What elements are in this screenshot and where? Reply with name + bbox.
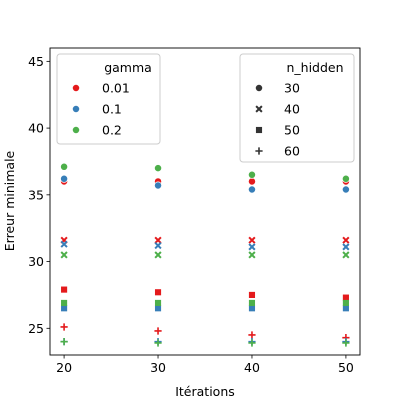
data-point-plus [60,338,68,346]
data-point-circle [341,174,350,183]
legend-gamma-label: 0.2 [102,123,122,138]
data-point-x [154,236,162,244]
data-point-square [154,305,162,312]
data-point-x [60,251,68,259]
data-point-square [154,299,162,307]
legend-gamma-box [56,53,161,145]
x-tick-label: 20 [56,360,72,375]
legend-gamma-swatch [72,126,80,134]
legend-n-hidden-items: 30 40 50 60 [255,81,300,159]
data-point-plus [60,323,68,331]
legend-n-hidden: n_hidden 30 40 50 60 [239,53,355,163]
legend-gamma-items: 0.01 0.1 0.2 [72,81,130,138]
data-point-square [154,289,162,296]
x-axis-label: Itérations [175,384,235,399]
legend-n-hidden-swatch [255,105,263,113]
legend-n-hidden-box [239,53,355,163]
data-point-x [342,251,350,259]
data-point-plus [154,327,162,335]
legend-gamma: gamma 0.01 0.1 0.2 [56,53,161,145]
y-tick-label: 25 [28,321,44,336]
y-tick-label: 30 [28,254,44,269]
legend-n-hidden-label: 30 [284,81,300,96]
data-point-circle [341,185,350,194]
plot-frame [49,47,361,356]
data-point-circle [248,170,256,179]
data-point-x [248,243,256,251]
data-point-x [342,243,350,251]
data-point-square [61,299,68,307]
data-point-circle [248,185,256,194]
x-tick-label: 30 [150,360,166,375]
data-point-circle [248,177,256,186]
data-point-square [61,305,68,312]
data-point-plus [154,339,162,347]
legend-n-hidden-swatch [255,147,263,155]
data-point-square [61,286,68,293]
data-point-x [248,251,256,259]
legend-n-hidden-swatch [255,84,263,92]
x-tick-label: 50 [338,360,354,375]
data-point-square [342,299,349,307]
legend-n-hidden-title: n_hidden [286,60,343,75]
legend-gamma-label: 0.1 [102,102,122,117]
data-point-plus [342,339,350,347]
legend-n-hidden-label: 40 [284,102,300,117]
legend-gamma-swatch [72,105,80,113]
data-point-square [248,305,256,312]
legend-gamma-swatch [72,84,80,92]
data-point-circle [60,162,69,171]
data-point-x [342,236,350,244]
data-point-circle [154,181,162,190]
data-point-x [154,251,162,259]
data-point-square [342,305,349,312]
legend-n-hidden-label: 50 [284,123,300,138]
data-point-plus [248,339,256,347]
y-tick-label: 40 [28,121,44,136]
data-point-x [60,240,68,248]
data-point-square [248,291,256,298]
data-point-circle [60,174,69,183]
y-axis-label: Erreur minimale [2,150,17,251]
data-points [60,162,350,347]
x-tick-label: 40 [244,360,260,375]
y-tick-label: 35 [28,187,44,202]
legend-n-hidden-label: 60 [284,144,300,159]
data-point-square [248,299,256,307]
data-point-x [248,236,256,244]
y-axis-ticks: 25 30 35 40 45 [28,54,50,336]
data-point-plus [248,331,256,339]
data-point-circle [154,164,162,173]
legend-n-hidden-swatch [255,126,263,134]
legend-gamma-title: gamma [104,60,152,75]
legend-gamma-label: 0.01 [102,81,130,96]
y-tick-label: 45 [28,54,44,69]
x-axis-ticks: 20 30 40 50 [56,355,354,375]
data-point-x [154,241,162,250]
data-point-square [342,294,349,301]
